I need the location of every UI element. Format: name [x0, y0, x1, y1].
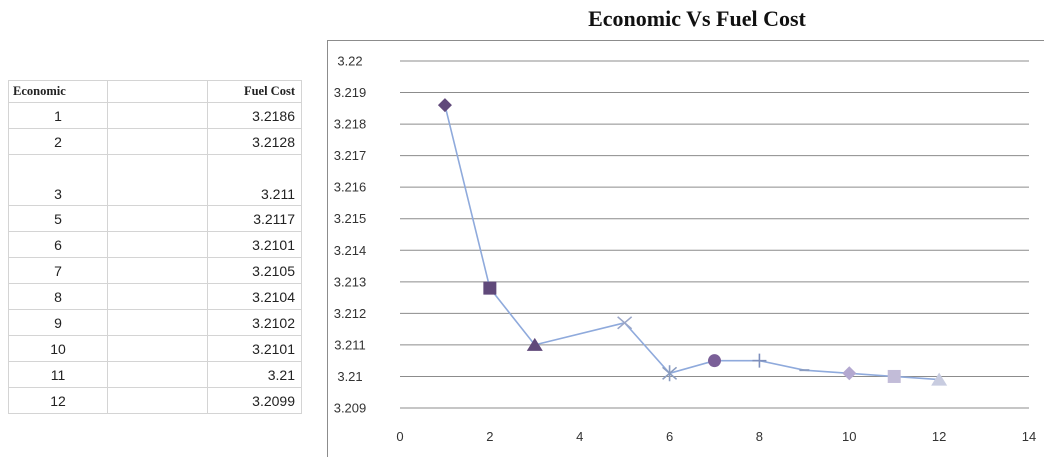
fuel-cost-cell: 3.2099 [207, 387, 302, 414]
fuel-cost-cell: 3.2186 [207, 102, 302, 129]
x-tick-label: 6 [666, 429, 673, 444]
data-point-star [662, 365, 678, 382]
y-tick-label: 3.209 [334, 401, 367, 416]
data-point-triangle [526, 337, 543, 351]
y-tick-label: 3.215 [334, 211, 367, 226]
series-line [444, 104, 940, 381]
x-tick-label: 4 [576, 429, 583, 444]
economic-cell: 9 [8, 309, 108, 336]
y-tick-label: 3.219 [334, 85, 367, 100]
fuel-cost-cell: 3.2128 [207, 128, 302, 155]
data-point-square [483, 281, 497, 295]
economic-cell: 5 [8, 205, 108, 232]
table-row: 1 3.2186 [8, 102, 302, 129]
fuel-cost-cell: 3.2102 [207, 309, 302, 336]
empty-cell [107, 205, 208, 232]
fuel-cost-cell: 3.2101 [207, 231, 302, 258]
empty-cell [107, 283, 208, 310]
y-tick-label: 3.22 [337, 54, 362, 69]
economic-cell: 3 [8, 154, 108, 206]
chart-frame [327, 40, 1044, 457]
fuel-cost-cell: 3.21 [207, 361, 302, 388]
table-row: 11 3.21 [8, 361, 302, 388]
table-row: 5 3.2117 [8, 205, 302, 232]
x-tick-label: 12 [932, 429, 946, 444]
data-point-x [617, 316, 633, 330]
table-row: 2 3.2128 [8, 128, 302, 155]
empty-cell [107, 335, 208, 362]
table-header-row: Economic Fuel Cost [8, 80, 302, 103]
data-point-plus [752, 353, 767, 368]
x-tick-label: 8 [756, 429, 763, 444]
empty-cell [107, 257, 208, 284]
economic-cell: 2 [8, 128, 108, 155]
table-row: 9 3.2102 [8, 309, 302, 336]
data-point-triangle [931, 372, 948, 386]
chart-title: Economic Vs Fuel Cost [588, 6, 806, 31]
fuel-cost-cell: 3.2117 [207, 205, 302, 232]
table-row: 3 3.211 [8, 154, 302, 206]
data-table: Economic Fuel Cost 1 3.2186 2 3.2128 3 3.21… [8, 80, 302, 414]
economic-cell: 12 [8, 387, 108, 414]
x-tick-label: 2 [486, 429, 493, 444]
table-row: 6 3.2101 [8, 231, 302, 258]
table-row: 7 3.2105 [8, 257, 302, 284]
empty-cell [107, 361, 208, 388]
y-tick-label: 3.218 [334, 117, 367, 132]
data-point-square [887, 369, 901, 383]
y-tick-label: 3.21 [337, 369, 362, 384]
y-tick-label: 3.212 [334, 306, 367, 321]
data-point-diamond [842, 366, 857, 381]
y-tick-label: 3.211 [334, 337, 366, 352]
empty-cell [107, 387, 208, 414]
x-tick-label: 10 [842, 429, 856, 444]
fuel-cost-cell: 3.2105 [207, 257, 302, 284]
y-tick-label: 3.216 [334, 180, 367, 195]
x-tick-label: 0 [396, 429, 403, 444]
y-tick-label: 3.213 [334, 274, 367, 289]
x-tick-label: 14 [1022, 429, 1036, 444]
data-point-circle [708, 354, 721, 368]
y-tick-label: 3.214 [334, 243, 367, 258]
data-point-diamond [437, 98, 452, 113]
y-tick-label: 3.217 [334, 148, 367, 163]
table-row: 12 3.2099 [8, 387, 302, 414]
